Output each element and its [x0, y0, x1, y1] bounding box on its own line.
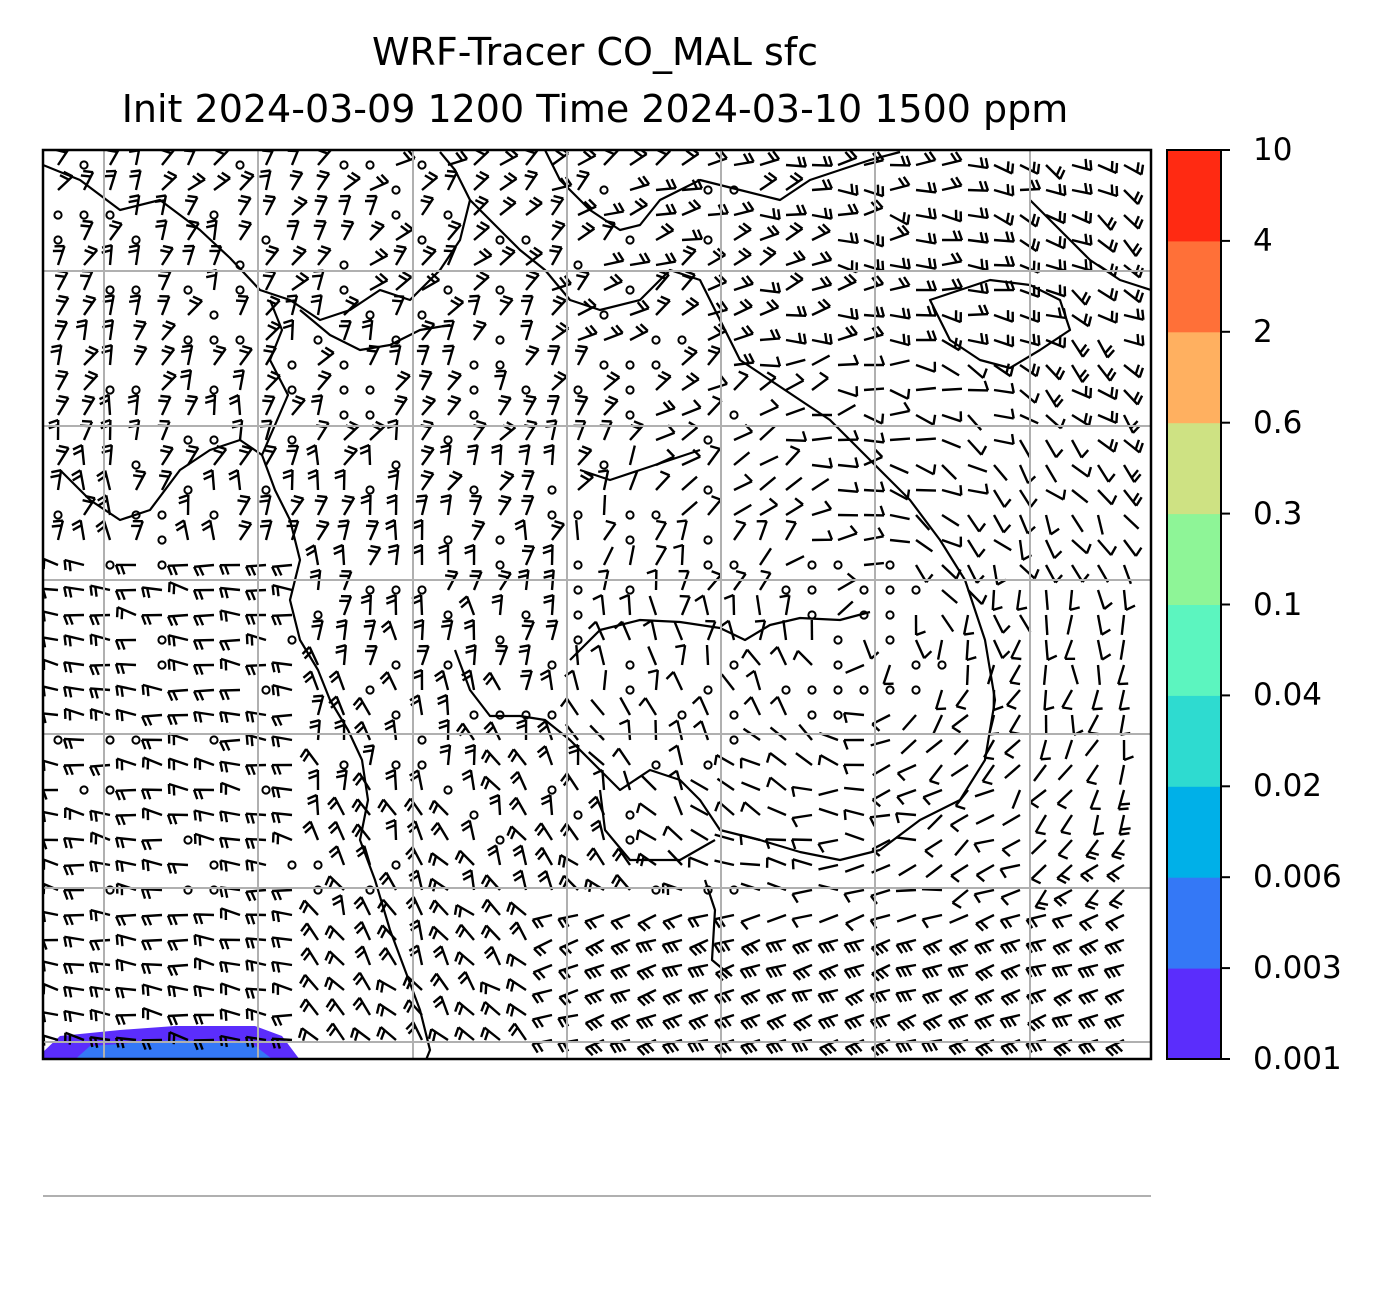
colorbar-band — [1167, 240, 1221, 333]
colorbar-band — [1167, 786, 1221, 878]
coastlines — [43, 150, 1151, 1059]
colorbar-tick-label: 0.001 — [1253, 1041, 1342, 1077]
colorbar-band — [1167, 150, 1221, 242]
colorbar-tick-label: 0.02 — [1253, 768, 1323, 805]
colorbar-tick-label: 2 — [1253, 313, 1273, 350]
colorbar-band — [1167, 695, 1221, 787]
colorbar-band — [1167, 604, 1221, 696]
colorbar-tick-label: 0.006 — [1253, 859, 1342, 896]
plot-title-line-2: Init 2024-03-09 1200 Time 2024-03-10 150… — [121, 87, 1069, 131]
colorbar-band — [1167, 422, 1221, 515]
gridlines — [43, 150, 1151, 1197]
colorbar-tick-label: 0.1 — [1253, 586, 1303, 623]
colorbar — [1167, 149, 1230, 1060]
colorbar-band — [1167, 877, 1221, 969]
colorbar-band — [1167, 331, 1221, 424]
colorbar-tick-label: 0.3 — [1253, 495, 1303, 532]
map-frame — [41, 148, 1153, 1061]
colorbar-band — [1167, 513, 1221, 605]
map-background — [43, 150, 1151, 1059]
colorbar-tick-label: 0.003 — [1253, 950, 1342, 987]
wind-barbs — [43, 150, 1145, 1057]
colorbar-frame — [1166, 149, 1222, 1060]
tracer-concentration-plume — [43, 1026, 300, 1059]
colorbar-tick-label: 0.6 — [1253, 404, 1303, 441]
colorbar-tick-label: 0.04 — [1253, 677, 1323, 714]
colorbar-band — [1167, 968, 1221, 1060]
colorbar-tick-label: 4 — [1253, 222, 1273, 259]
colorbar-tick-label: 10 — [1253, 132, 1293, 168]
plot-title-line-1: WRF-Tracer CO_MAL sfc — [371, 30, 819, 74]
